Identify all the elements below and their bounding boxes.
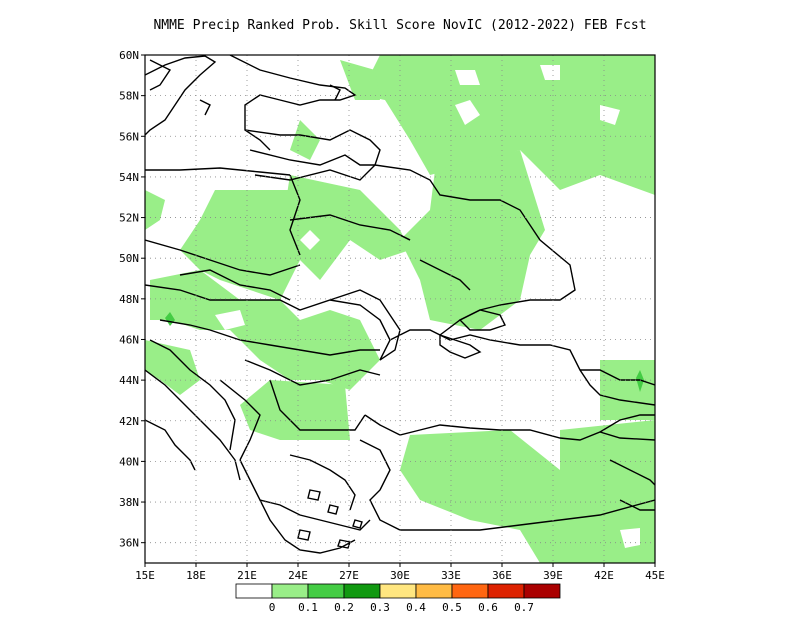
y-tick-label: 38N — [119, 496, 139, 509]
colorbar-swatch — [307, 583, 345, 599]
map-title: NMME Precip Ranked Prob. Skill Score Nov… — [153, 18, 647, 33]
colorbar-label: 0.2 — [334, 601, 354, 614]
x-tick-label: 24E — [288, 569, 308, 582]
colorbar-swatch — [271, 583, 309, 599]
y-tick-label: 56N — [119, 130, 139, 143]
colorbar-swatch — [523, 583, 561, 599]
x-tick-label: 42E — [594, 569, 614, 582]
x-tick-label: 30E — [390, 569, 410, 582]
colorbar-legend: 0 0.1 0.2 0.3 0.4 0.5 0.6 0.7 — [235, 583, 561, 614]
colorbar-label: 0 — [269, 601, 276, 614]
colorbar-swatch — [415, 583, 453, 599]
y-tick-label: 58N — [119, 90, 139, 103]
lat-lon-grid — [145, 55, 655, 563]
skill-shading — [145, 55, 655, 563]
x-tick-label: 21E — [237, 569, 257, 582]
colorbar-label: 0.4 — [406, 601, 426, 614]
colorbar-label: 0.6 — [478, 601, 498, 614]
colorbar-label: 0.3 — [370, 601, 390, 614]
y-tick-label: 42N — [119, 415, 139, 428]
y-tick-label: 46N — [119, 333, 139, 346]
colorbar-label: 0.1 — [298, 601, 318, 614]
x-tick-label: 33E — [441, 569, 461, 582]
y-tick-label: 54N — [119, 171, 139, 184]
x-tick-label: 36E — [492, 569, 512, 582]
x-tick-label: 27E — [339, 569, 359, 582]
colorbar-label: 0.7 — [514, 601, 534, 614]
colorbar-swatch — [343, 583, 381, 599]
colorbar-swatch — [235, 583, 273, 599]
coastlines-borders — [145, 55, 655, 554]
x-tick-label: 39E — [543, 569, 563, 582]
colorbar-swatch — [487, 583, 525, 599]
y-tick-label: 44N — [119, 374, 139, 387]
y-tick-label: 52N — [119, 212, 139, 225]
x-tick-label: 45E — [645, 569, 665, 582]
colorbar-swatch — [451, 583, 489, 599]
y-tick-label: 40N — [119, 455, 139, 468]
y-tick-label: 48N — [119, 293, 139, 306]
y-tick-label: 36N — [119, 537, 139, 550]
y-tick-label: 50N — [119, 252, 139, 265]
x-tick-label: 18E — [186, 569, 206, 582]
x-axis: 15E 18E 21E 24E 27E 30E 33E 36E 39E 42E 45E — [135, 563, 665, 582]
colorbar-swatch — [379, 583, 417, 599]
x-tick-label: 15E — [135, 569, 155, 582]
colorbar-label: 0.5 — [442, 601, 462, 614]
y-axis: 36N 38N 40N 42N 44N 46N 48N 50N 52N 54N 56N 58N 60N — [119, 49, 145, 550]
y-tick-label: 60N — [119, 49, 139, 62]
